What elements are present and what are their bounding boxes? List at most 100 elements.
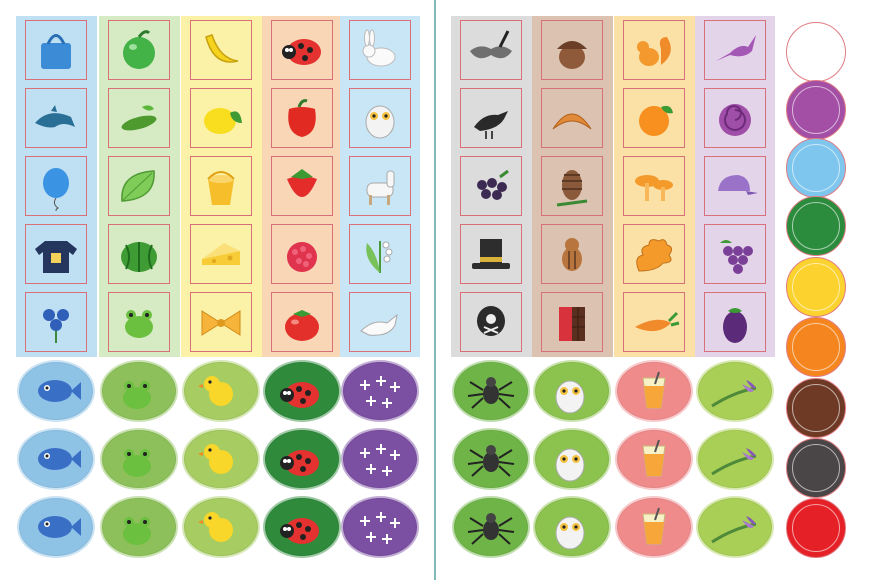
grid-cell[interactable] bbox=[190, 156, 252, 216]
sticker[interactable] bbox=[452, 496, 530, 558]
sticker[interactable] bbox=[341, 360, 419, 422]
sticker[interactable] bbox=[100, 428, 178, 490]
sticker[interactable] bbox=[182, 496, 260, 558]
sticker[interactable] bbox=[696, 428, 774, 490]
color-swatch[interactable] bbox=[786, 196, 846, 256]
sticker[interactable] bbox=[263, 428, 341, 490]
top-hat-icon bbox=[472, 239, 510, 269]
grid-cell[interactable] bbox=[460, 224, 522, 284]
sticker[interactable] bbox=[182, 360, 260, 422]
grid-cell[interactable] bbox=[623, 224, 685, 284]
sticker[interactable] bbox=[533, 496, 611, 558]
swatch-ring bbox=[792, 263, 840, 311]
color-swatch[interactable] bbox=[786, 22, 846, 82]
bag-icon bbox=[41, 34, 71, 69]
sticker[interactable] bbox=[533, 360, 611, 422]
grid-cell[interactable] bbox=[460, 156, 522, 216]
grid-cell[interactable] bbox=[349, 292, 411, 352]
grid-cell[interactable] bbox=[25, 224, 87, 284]
color-swatch[interactable] bbox=[786, 80, 846, 140]
grid-cell[interactable] bbox=[190, 292, 252, 352]
pirate-balloon-icon bbox=[477, 306, 505, 336]
sticker[interactable] bbox=[17, 428, 95, 490]
swatch-ring bbox=[792, 28, 840, 76]
strawberry-icon bbox=[287, 169, 317, 197]
sticker[interactable] bbox=[452, 360, 530, 422]
owl-icon bbox=[555, 380, 585, 414]
grid-cell[interactable] bbox=[541, 88, 603, 148]
sticker[interactable] bbox=[696, 496, 774, 558]
grid-cell[interactable] bbox=[349, 88, 411, 148]
grid-cell[interactable] bbox=[541, 156, 603, 216]
blackberry-icon bbox=[477, 169, 509, 200]
sticker[interactable] bbox=[263, 360, 341, 422]
sticker[interactable] bbox=[17, 360, 95, 422]
grid-cell[interactable] bbox=[623, 292, 685, 352]
sticker[interactable] bbox=[452, 428, 530, 490]
grid-cell[interactable] bbox=[623, 88, 685, 148]
grid-cell[interactable] bbox=[271, 88, 333, 148]
sweater-icon bbox=[35, 241, 77, 273]
fish-icon bbox=[38, 516, 81, 538]
chipmunk-icon bbox=[562, 238, 582, 271]
llama-icon bbox=[366, 170, 395, 205]
grid-cell[interactable] bbox=[108, 292, 170, 352]
sticker[interactable] bbox=[533, 428, 611, 490]
sticker[interactable] bbox=[341, 428, 419, 490]
sticker[interactable] bbox=[100, 360, 178, 422]
grid-cell[interactable] bbox=[108, 20, 170, 80]
grid-cell[interactable] bbox=[460, 292, 522, 352]
grid-cell[interactable] bbox=[271, 292, 333, 352]
sticker[interactable] bbox=[696, 360, 774, 422]
color-swatch[interactable] bbox=[786, 257, 846, 317]
color-swatch[interactable] bbox=[786, 498, 846, 558]
grid-cell[interactable] bbox=[541, 20, 603, 80]
color-swatch[interactable] bbox=[786, 138, 846, 198]
color-swatch[interactable] bbox=[786, 438, 846, 498]
grid-cell[interactable] bbox=[25, 20, 87, 80]
grid-cell[interactable] bbox=[108, 156, 170, 216]
grid-cell[interactable] bbox=[25, 156, 87, 216]
grid-cell[interactable] bbox=[25, 292, 87, 352]
grid-cell[interactable] bbox=[541, 292, 603, 352]
acorn-icon bbox=[557, 41, 587, 69]
grid-cell[interactable] bbox=[271, 20, 333, 80]
grid-cell[interactable] bbox=[25, 88, 87, 148]
sticker[interactable] bbox=[263, 496, 341, 558]
grid-cell[interactable] bbox=[349, 20, 411, 80]
sticker[interactable] bbox=[615, 428, 693, 490]
sticker[interactable] bbox=[615, 496, 693, 558]
sticker[interactable] bbox=[182, 428, 260, 490]
grid-cell[interactable] bbox=[108, 224, 170, 284]
sticker[interactable] bbox=[615, 360, 693, 422]
mushrooms-icon bbox=[635, 175, 673, 201]
cheese-icon bbox=[202, 243, 240, 265]
cornflower-icon bbox=[43, 309, 69, 343]
grid-cell[interactable] bbox=[460, 20, 522, 80]
grid-cell[interactable] bbox=[190, 88, 252, 148]
grid-cell[interactable] bbox=[704, 88, 766, 148]
grid-cell[interactable] bbox=[541, 224, 603, 284]
grid-cell[interactable] bbox=[623, 20, 685, 80]
grid-cell[interactable] bbox=[460, 88, 522, 148]
grid-cell[interactable] bbox=[108, 88, 170, 148]
grid-cell[interactable] bbox=[190, 20, 252, 80]
color-swatch[interactable] bbox=[786, 378, 846, 438]
grid-cell[interactable] bbox=[704, 224, 766, 284]
owl-icon bbox=[555, 516, 585, 550]
sticker[interactable] bbox=[341, 496, 419, 558]
color-swatch[interactable] bbox=[786, 317, 846, 377]
grid-cell[interactable] bbox=[349, 224, 411, 284]
grid-cell[interactable] bbox=[349, 156, 411, 216]
carrot-icon bbox=[635, 311, 680, 332]
sticker[interactable] bbox=[17, 496, 95, 558]
swatch-ring bbox=[792, 323, 840, 371]
grid-cell[interactable] bbox=[190, 224, 252, 284]
grid-cell[interactable] bbox=[271, 156, 333, 216]
grid-cell[interactable] bbox=[704, 292, 766, 352]
grid-cell[interactable] bbox=[271, 224, 333, 284]
grid-cell[interactable] bbox=[704, 20, 766, 80]
grid-cell[interactable] bbox=[623, 156, 685, 216]
sticker[interactable] bbox=[100, 496, 178, 558]
grid-cell[interactable] bbox=[704, 156, 766, 216]
